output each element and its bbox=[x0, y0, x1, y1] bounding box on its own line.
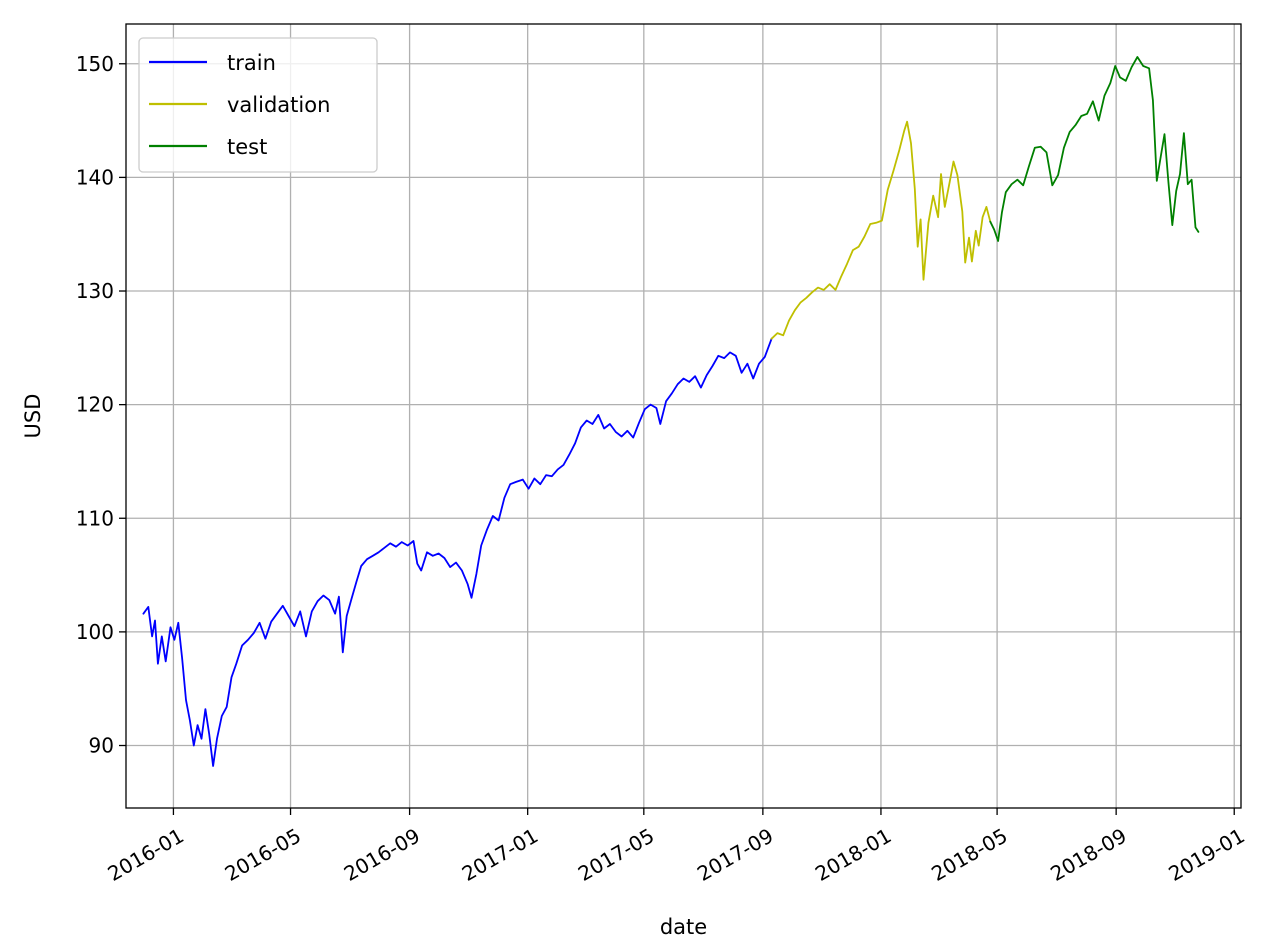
y-tick-label: 100 bbox=[76, 620, 114, 644]
y-tick-label: 120 bbox=[76, 393, 114, 417]
series-test-line bbox=[989, 56, 1200, 242]
legend-item-validation: validation bbox=[149, 93, 330, 117]
series-train-line bbox=[142, 337, 773, 767]
legend-item-train: train bbox=[149, 51, 276, 75]
x-tick-label: 2018-09 bbox=[1046, 823, 1130, 886]
legend-label: test bbox=[227, 135, 267, 159]
x-tick-label: 2017-09 bbox=[693, 823, 777, 886]
series-validation-line bbox=[770, 120, 992, 340]
y-tick-label: 140 bbox=[76, 165, 114, 189]
y-tick-label: 150 bbox=[76, 52, 114, 76]
x-tick-label: 2016-01 bbox=[104, 823, 188, 886]
legend-box bbox=[138, 37, 378, 173]
y-tick-label: 130 bbox=[76, 279, 114, 303]
x-tick-label: 2019-01 bbox=[1164, 823, 1248, 886]
legend-label: train bbox=[227, 51, 276, 75]
y-tick-label: 90 bbox=[89, 734, 114, 758]
x-tick-label: 2018-05 bbox=[927, 823, 1011, 886]
legend: train validation test bbox=[138, 37, 378, 173]
plot-frame bbox=[125, 23, 1242, 809]
legend-item-test: test bbox=[149, 135, 267, 159]
x-axis-label: date bbox=[660, 915, 707, 939]
x-tick-label: 2018-01 bbox=[811, 823, 895, 886]
legend-label: validation bbox=[227, 93, 330, 117]
y-axis-label: USD bbox=[21, 394, 45, 439]
x-tick-label: 2017-01 bbox=[458, 823, 542, 886]
x-tick-label: 2016-09 bbox=[340, 823, 424, 886]
x-tick-label: 2016-05 bbox=[221, 823, 305, 886]
x-tick-label: 2017-05 bbox=[574, 823, 658, 886]
y-tick-label: 110 bbox=[76, 506, 114, 530]
grid bbox=[126, 24, 1241, 808]
series-lines bbox=[142, 56, 1200, 767]
